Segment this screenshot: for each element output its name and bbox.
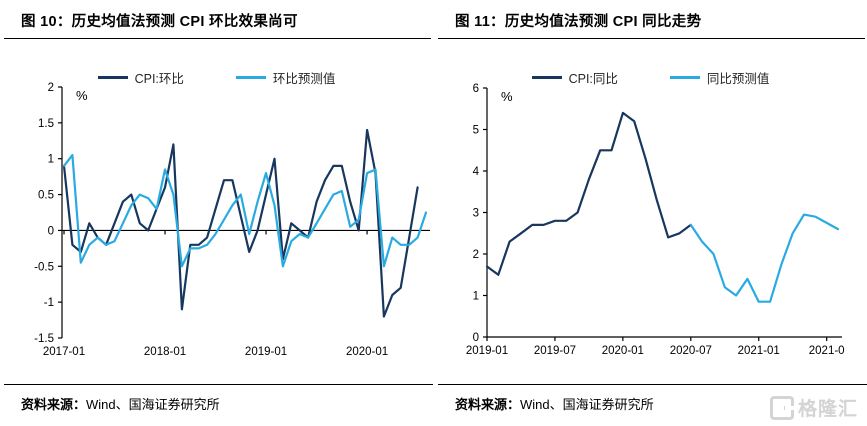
- y-tick-label: 5: [473, 125, 479, 137]
- figure-10-title: 图 10：历史均值法预测 CPI 环比效果尚可: [4, 8, 431, 39]
- x-tick-label: 2021-0: [809, 345, 845, 357]
- x-tick-label: 2019-07: [534, 345, 576, 357]
- source-label: 资料来源：: [455, 397, 521, 412]
- unit-label: %: [76, 88, 88, 103]
- legend-label-forecast: 环比预测值: [272, 72, 336, 86]
- y-tick-label: 6: [473, 83, 479, 95]
- source-label: 资料来源：: [21, 397, 87, 412]
- figure-10-legend: CPI:环比 环比预测值: [0, 68, 433, 87]
- legend-item-actual: CPI:环比: [97, 68, 184, 87]
- y-tick-label: 0.5: [38, 190, 54, 202]
- source-text: Wind、国海证券研究所: [520, 397, 654, 412]
- actual-line-swatch-icon: [531, 76, 562, 79]
- legend-label-actual: CPI:同比: [568, 72, 618, 86]
- actual-line-swatch-icon: [97, 76, 128, 79]
- y-tick-label: -1.5: [34, 333, 54, 345]
- series-line-1: [689, 213, 840, 303]
- figure-10-source: 资料来源：Wind、国海证券研究所: [4, 384, 433, 413]
- gelonghui-watermark-text: 格隆汇: [797, 399, 858, 420]
- y-tick-label: 0: [48, 225, 54, 237]
- y-tick-label: 2: [473, 249, 479, 261]
- x-tick-label: 2019-01: [245, 346, 287, 358]
- legend-item-actual: CPI:同比: [531, 68, 618, 87]
- y-tick-label: 1: [473, 291, 479, 303]
- figure-10-chart: CPI:环比 环比预测值 2 1.5 1 0.5 0 -0.5 -1 -1.5 2017-01 2…: [0, 60, 433, 375]
- x-tick-label: 2017-01: [43, 346, 85, 358]
- x-tick-label: 2020-01: [602, 345, 644, 357]
- figure-11: 图 11：历史均值法预测 CPI 同比走势 CPI:同比 同比预测值 6 5 4 3 2…: [434, 0, 867, 426]
- x-tick-label: 2020-07: [670, 345, 712, 357]
- legend-label-forecast: 同比预测值: [706, 72, 770, 86]
- figure-11-title: 图 11：历史均值法预测 CPI 同比走势: [438, 8, 865, 39]
- figure-10: 图 10：历史均值法预测 CPI 环比效果尚可 CPI:环比 环比预测值 2 1.…: [0, 0, 433, 426]
- x-tick-label: 2021-01: [738, 345, 780, 357]
- x-tick-label: 2018-01: [144, 346, 186, 358]
- series-line-0: [62, 128, 419, 318]
- y-tick-label: -1: [44, 297, 54, 309]
- forecast-line-swatch-icon: [669, 76, 700, 79]
- y-tick-label: 2: [48, 82, 54, 94]
- x-tick-label: 2020-01: [346, 346, 388, 358]
- y-tick-label: 3: [473, 208, 479, 220]
- y-tick-label: 4: [473, 166, 480, 178]
- y-tick-label: -0.5: [34, 261, 54, 273]
- source-text: Wind、国海证券研究所: [86, 397, 220, 412]
- forecast-line-swatch-icon: [235, 76, 266, 79]
- y-tick-label: 1: [48, 154, 54, 166]
- legend-item-forecast: 同比预测值: [669, 68, 770, 87]
- figure-11-chart: CPI:同比 同比预测值 6 5 4 3 2 1 0 2019-01 2019-07 2020-0…: [434, 60, 867, 375]
- series-line-1: [62, 153, 428, 268]
- legend-label-actual: CPI:环比: [134, 72, 184, 86]
- figure-11-source: 资料来源：Wind、国海证券研究所: [438, 384, 867, 413]
- x-tick-label: 2019-01: [466, 345, 508, 357]
- unit-label: %: [501, 89, 513, 104]
- series-line-0: [485, 111, 692, 276]
- legend-item-forecast: 环比预测值: [235, 68, 336, 87]
- y-tick-label: 0: [473, 332, 479, 344]
- gelonghui-logo-icon: [769, 395, 795, 420]
- figure-11-legend: CPI:同比 同比预测值: [434, 68, 867, 87]
- y-tick-label: 1.5: [38, 118, 54, 130]
- gelonghui-watermark: 格隆汇: [769, 394, 858, 421]
